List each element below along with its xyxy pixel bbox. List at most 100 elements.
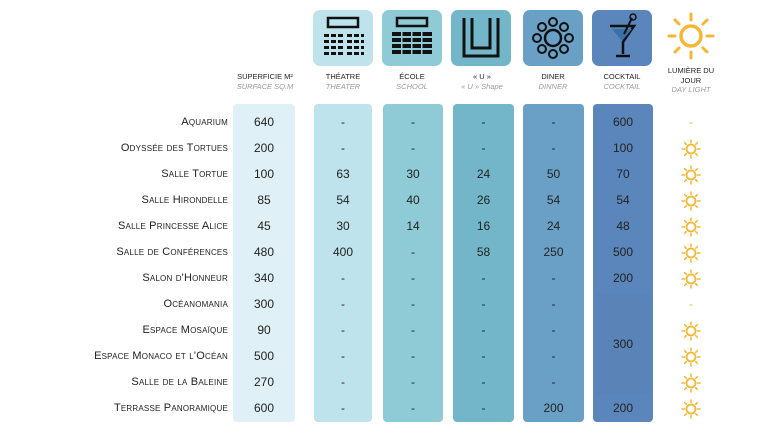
cell-diner: 24 bbox=[546, 219, 561, 233]
header-u-shape: « U » « U » Shape bbox=[451, 72, 513, 91]
cell-u: - bbox=[481, 323, 486, 337]
cocktail-merged-value: 300 bbox=[612, 337, 634, 351]
cell-theatre: - bbox=[341, 349, 345, 363]
cell-cocktail: 200 bbox=[612, 271, 634, 285]
header-u-fr: « U » bbox=[473, 72, 491, 81]
row-label: Salle de la Baleine bbox=[131, 376, 228, 388]
theatre-column bbox=[314, 104, 372, 422]
header-theatre-en: THEATER bbox=[325, 81, 361, 91]
cell-diner: - bbox=[551, 349, 556, 363]
cell-theatre: - bbox=[341, 271, 345, 285]
cell-u: 26 bbox=[476, 193, 491, 207]
sun-icon bbox=[681, 191, 701, 211]
school-column bbox=[383, 104, 443, 422]
surface-column bbox=[233, 104, 295, 422]
school-icon bbox=[382, 10, 442, 66]
cell-u: - bbox=[481, 375, 486, 389]
cell-diner: - bbox=[551, 115, 556, 129]
cell-ecole: 30 bbox=[406, 167, 420, 181]
cell-diner: - bbox=[551, 375, 556, 389]
cell-theatre: 54 bbox=[336, 193, 350, 207]
dinner-icon bbox=[523, 10, 583, 66]
no-daylight-mark: - bbox=[689, 297, 693, 311]
row-label: Odyssée des Tortues bbox=[120, 142, 228, 154]
u-shape-icon bbox=[451, 10, 511, 66]
row-label: Salle Princesse Alice bbox=[118, 220, 228, 232]
cell-theatre: - bbox=[341, 323, 345, 337]
header-surface-fr: SUPERFICIE M² bbox=[237, 72, 293, 81]
cell-diner: 54 bbox=[546, 193, 561, 207]
row-label: Espace Mosaïque bbox=[142, 324, 228, 336]
cell-u: - bbox=[481, 297, 486, 311]
header-dinner-fr: DINER bbox=[541, 72, 565, 81]
header-school: ÉCOLE SCHOOL bbox=[382, 72, 442, 91]
cell-diner: 250 bbox=[543, 245, 564, 259]
cell-surface: 340 bbox=[253, 271, 275, 285]
row-label: Océanomania bbox=[163, 298, 228, 310]
cell-cocktail: 600 bbox=[612, 115, 634, 129]
sun-icon bbox=[681, 399, 701, 419]
cell-ecole: - bbox=[411, 271, 415, 285]
cell-ecole: - bbox=[411, 245, 415, 259]
header-surface-en: SURFACE SQ.M bbox=[236, 81, 294, 91]
cell-ecole: - bbox=[411, 115, 415, 129]
cell-theatre: 30 bbox=[336, 219, 350, 233]
cell-u: - bbox=[481, 349, 486, 363]
cell-u: 16 bbox=[476, 219, 491, 233]
cell-cocktail: 70 bbox=[616, 167, 630, 181]
cell-diner: 50 bbox=[546, 167, 561, 181]
cell-cocktail: 200 bbox=[612, 401, 634, 415]
cell-surface: 90 bbox=[257, 323, 271, 337]
u-shape-column bbox=[453, 104, 514, 422]
cell-surface: 600 bbox=[253, 401, 275, 415]
header-school-fr: ÉCOLE bbox=[399, 72, 425, 81]
cell-cocktail: 54 bbox=[616, 193, 630, 207]
row-label: Espace Monaco et l'Océan bbox=[94, 350, 228, 362]
sun-icon bbox=[681, 373, 701, 393]
header-daylight-en: DAY LIGHT bbox=[671, 85, 711, 94]
cell-surface: 300 bbox=[253, 297, 275, 311]
header-u-en: « U » Shape bbox=[461, 81, 503, 91]
cocktail-merged-cell bbox=[597, 293, 649, 395]
cell-diner: - bbox=[551, 271, 556, 285]
header-theatre-fr: THÉATRE bbox=[325, 72, 361, 81]
cell-surface: 640 bbox=[253, 115, 275, 129]
cell-ecole: - bbox=[411, 349, 415, 363]
cell-theatre: - bbox=[341, 141, 345, 155]
cell-theatre: - bbox=[341, 375, 345, 389]
cell-surface: 100 bbox=[253, 167, 275, 181]
cell-ecole: - bbox=[411, 297, 415, 311]
cell-diner: - bbox=[551, 297, 556, 311]
header-dinner: DINER DINNER bbox=[523, 72, 583, 91]
sun-icon bbox=[681, 139, 701, 159]
cell-cocktail: 500 bbox=[612, 245, 634, 259]
cell-u: 24 bbox=[476, 167, 491, 181]
cell-cocktail: 48 bbox=[616, 219, 630, 233]
cell-u: - bbox=[481, 401, 486, 415]
sun-icon bbox=[681, 321, 701, 341]
sun-icon bbox=[681, 217, 701, 237]
cell-theatre: - bbox=[341, 401, 345, 415]
cell-surface: 85 bbox=[257, 193, 271, 207]
header-cocktail: COCKTAIL COCKTAIL bbox=[592, 72, 652, 91]
header-cocktail-en: COCKTAIL bbox=[603, 81, 641, 91]
cell-surface: 200 bbox=[253, 141, 275, 155]
cell-surface: 45 bbox=[257, 219, 271, 233]
dinner-column bbox=[523, 104, 584, 422]
cocktail-icon bbox=[592, 10, 652, 66]
row-label: Salon d'Honneur bbox=[142, 272, 228, 284]
row-label: Salle Hirondelle bbox=[141, 194, 228, 206]
cell-surface: 270 bbox=[253, 375, 275, 389]
header-school-en: SCHOOL bbox=[396, 81, 428, 91]
sun-icon bbox=[681, 347, 701, 367]
cell-u: - bbox=[481, 115, 486, 129]
cell-theatre: - bbox=[341, 297, 345, 311]
cell-ecole: - bbox=[411, 375, 415, 389]
header-cocktail-fr: COCKTAIL bbox=[603, 72, 641, 81]
row-label: Terrasse Panoramique bbox=[113, 402, 228, 414]
cell-surface: 500 bbox=[253, 349, 275, 363]
sun-icon bbox=[681, 269, 701, 289]
header-dinner-en: DINNER bbox=[538, 81, 568, 91]
cell-u: - bbox=[481, 141, 486, 155]
cell-diner: - bbox=[551, 323, 556, 337]
